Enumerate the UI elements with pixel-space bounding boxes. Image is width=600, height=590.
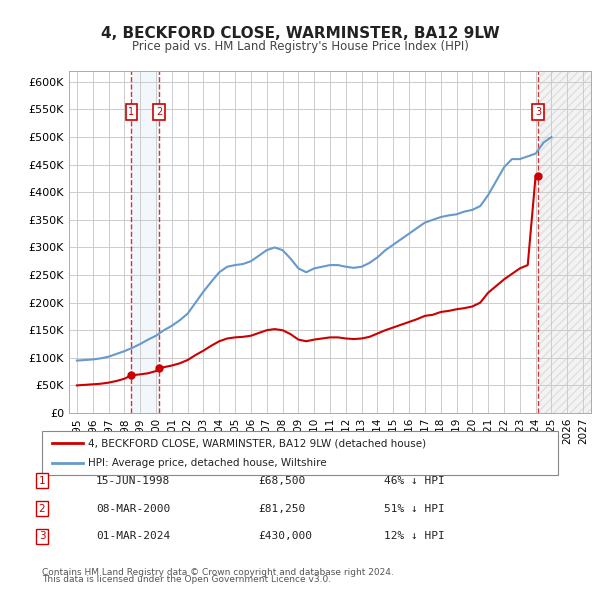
Text: Price paid vs. HM Land Registry's House Price Index (HPI): Price paid vs. HM Land Registry's House … — [131, 40, 469, 53]
FancyBboxPatch shape — [42, 431, 558, 475]
Text: £430,000: £430,000 — [258, 532, 312, 541]
Text: 46% ↓ HPI: 46% ↓ HPI — [384, 476, 445, 486]
Text: 1: 1 — [38, 476, 46, 486]
Text: 3: 3 — [38, 532, 46, 541]
Text: HPI: Average price, detached house, Wiltshire: HPI: Average price, detached house, Wilt… — [88, 458, 327, 467]
Text: £81,250: £81,250 — [258, 504, 305, 513]
Text: 08-MAR-2000: 08-MAR-2000 — [96, 504, 170, 513]
Text: £68,500: £68,500 — [258, 476, 305, 486]
Text: 4, BECKFORD CLOSE, WARMINSTER, BA12 9LW: 4, BECKFORD CLOSE, WARMINSTER, BA12 9LW — [101, 26, 499, 41]
Text: 4, BECKFORD CLOSE, WARMINSTER, BA12 9LW (detached house): 4, BECKFORD CLOSE, WARMINSTER, BA12 9LW … — [88, 438, 427, 448]
Text: 2: 2 — [156, 107, 162, 117]
Text: Contains HM Land Registry data © Crown copyright and database right 2024.: Contains HM Land Registry data © Crown c… — [42, 568, 394, 577]
Text: 15-JUN-1998: 15-JUN-1998 — [96, 476, 170, 486]
Bar — [131, 71, 159, 413]
Text: 3: 3 — [535, 107, 541, 117]
Text: 12% ↓ HPI: 12% ↓ HPI — [384, 532, 445, 541]
Text: 1: 1 — [128, 107, 134, 117]
Text: 51% ↓ HPI: 51% ↓ HPI — [384, 504, 445, 513]
Text: 01-MAR-2024: 01-MAR-2024 — [96, 532, 170, 541]
Text: 2: 2 — [38, 504, 46, 513]
Bar — [541, 71, 591, 413]
Text: This data is licensed under the Open Government Licence v3.0.: This data is licensed under the Open Gov… — [42, 575, 331, 584]
